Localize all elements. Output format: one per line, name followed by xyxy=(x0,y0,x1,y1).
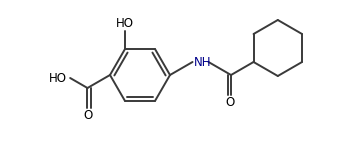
Text: HO: HO xyxy=(49,71,67,84)
Text: HO: HO xyxy=(116,17,134,30)
Text: O: O xyxy=(225,96,235,109)
Text: O: O xyxy=(84,109,93,122)
Text: NH: NH xyxy=(193,55,211,69)
